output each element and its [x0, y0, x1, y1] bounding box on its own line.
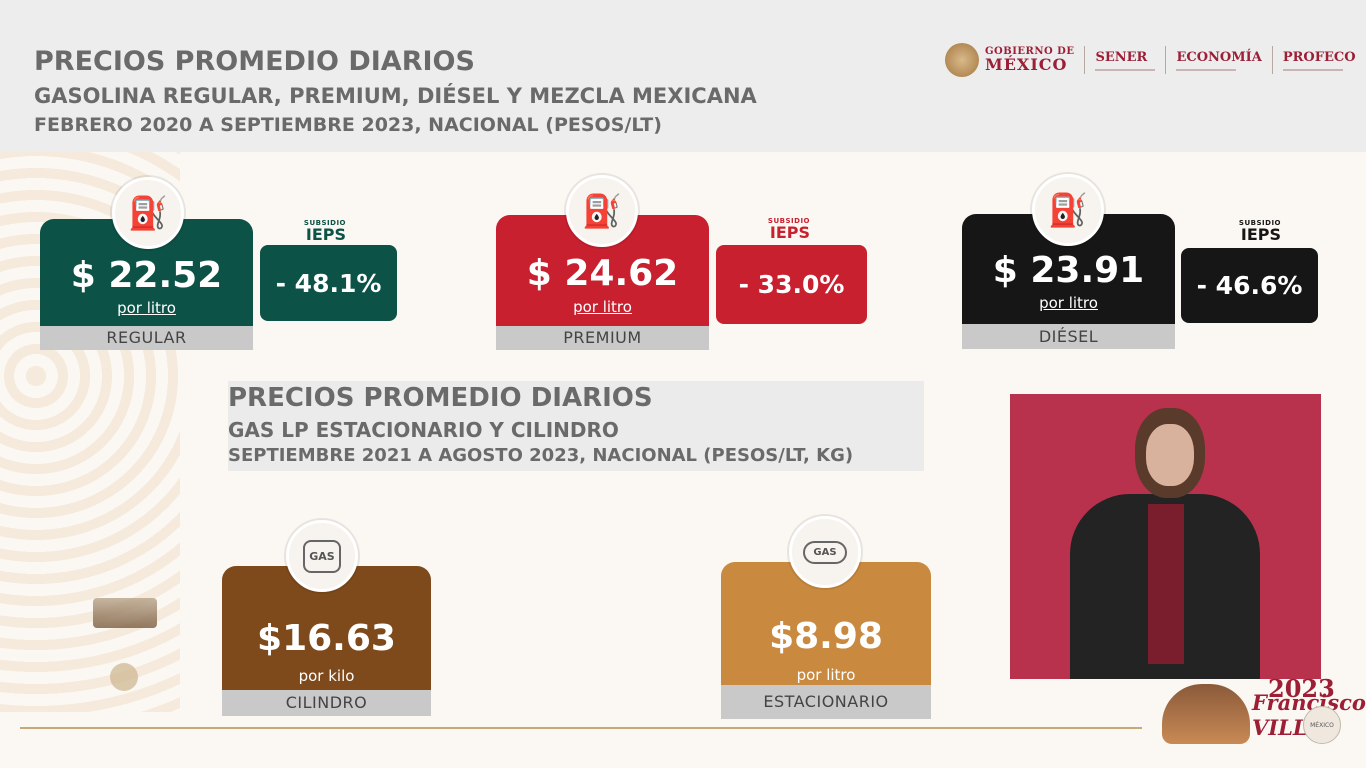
price-value: $ 24.62	[526, 253, 679, 294]
subsidio-percent: - 46.6%	[1181, 248, 1318, 323]
page-subtitle: GASOLINA REGULAR, PREMIUM, DIÉSEL Y MEZC…	[34, 84, 757, 108]
section-subtitle-period: SEPTIEMBRE 2021 A AGOSTO 2023, NACIONAL …	[228, 445, 854, 466]
interpreter-face	[1146, 424, 1194, 486]
logo-divider	[1084, 46, 1086, 74]
decorative-heroes-icon	[93, 598, 157, 628]
price-value: $ 23.91	[992, 250, 1145, 291]
logo-divider	[1165, 46, 1167, 74]
gas-cylinder-icon: GAS	[286, 520, 358, 592]
subsidio-ieps-tag: SUBSIDIO IEPS	[1238, 219, 1281, 244]
price-unit: por litro	[1039, 294, 1098, 312]
gas-label: ESTACIONARIO	[721, 685, 931, 719]
logo-divider	[1271, 46, 1273, 74]
gobierno-line1: GOBIERNO DE	[985, 46, 1075, 57]
price-unit: por litro	[573, 298, 632, 316]
subsidio-percent: - 33.0%	[716, 245, 867, 324]
government-logos: GOBIERNO DE MÉXICO SENER ECONOMÍA PROFEC…	[945, 40, 1356, 80]
agency-sener: SENER	[1095, 50, 1156, 71]
subsidio-ieps-tag: SUBSIDIO IEPS	[303, 219, 346, 244]
header-band: PRECIOS PROMEDIO DIARIOS GASOLINA REGULA…	[0, 0, 1366, 152]
page-title: PRECIOS PROMEDIO DIARIOS	[34, 46, 475, 77]
gas-tank-icon: GAS	[789, 516, 861, 588]
gas-lp-header: PRECIOS PROMEDIO DIARIOS GAS LP ESTACION…	[228, 381, 924, 471]
gas-pump-icon: ⛽	[112, 177, 184, 249]
section-title: PRECIOS PROMEDIO DIARIOS	[228, 383, 653, 413]
section-subtitle: GAS LP ESTACIONARIO Y CILINDRO	[228, 418, 619, 442]
interpreter-shirt	[1148, 504, 1184, 664]
price-unit: por litro	[796, 666, 856, 684]
gas-label: CILINDRO	[222, 690, 431, 716]
price-unit: por kilo	[298, 667, 355, 685]
gobierno-line2: MÉXICO	[985, 55, 1068, 74]
price-value: $16.63	[257, 618, 396, 659]
footer-divider	[20, 727, 1142, 729]
gas-pump-icon: ⛽	[566, 175, 638, 247]
gas-pump-icon: ⛽	[1032, 174, 1104, 246]
gobierno-logo: GOBIERNO DE MÉXICO	[985, 47, 1074, 73]
agency-profeco: PROFECO	[1282, 50, 1356, 71]
agency-economia: ECONOMÍA	[1176, 50, 1262, 71]
subsidio-ieps-tag: SUBSIDIO IEPS	[767, 217, 810, 242]
national-seal-icon	[945, 43, 979, 77]
price-value: $ 22.52	[70, 255, 223, 296]
subsidio-percent: - 48.1%	[260, 245, 397, 321]
price-unit: por litro	[117, 299, 176, 317]
fuel-label: REGULAR	[40, 326, 253, 350]
francisco-villa-portrait-icon	[1162, 684, 1250, 744]
footer-seal-icon: MÉXICO	[1303, 706, 1341, 744]
decorative-seal-icon	[110, 663, 138, 691]
interpreter-video	[1010, 394, 1321, 679]
footer-year: 2023	[1268, 674, 1335, 703]
price-value: $8.98	[769, 616, 883, 657]
fuel-label: PREMIUM	[496, 326, 709, 350]
fuel-label: DIÉSEL	[962, 324, 1175, 349]
page-subtitle-period: FEBRERO 2020 A SEPTIEMBRE 2023, NACIONAL…	[34, 114, 662, 136]
